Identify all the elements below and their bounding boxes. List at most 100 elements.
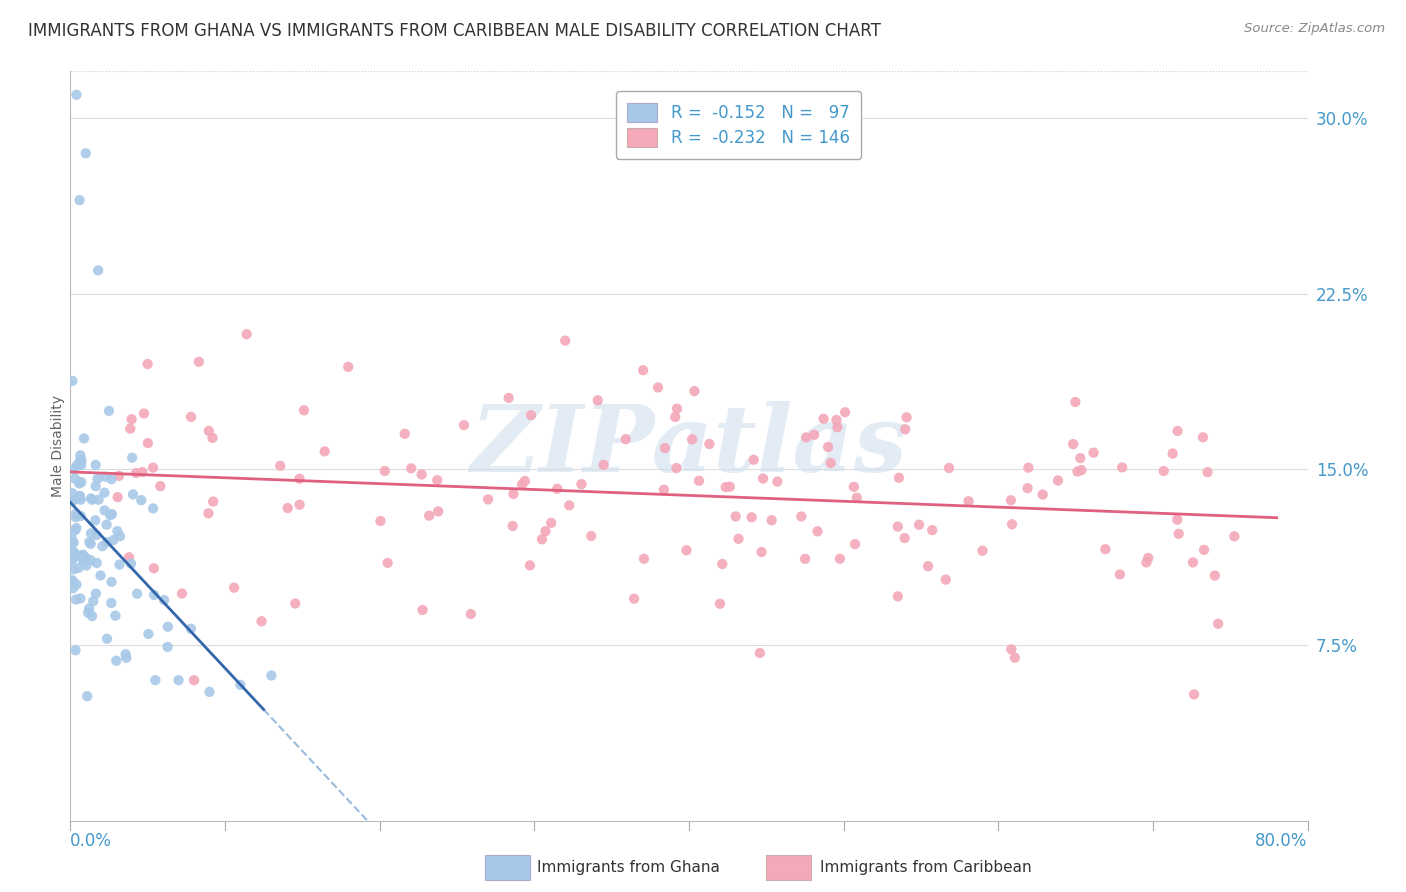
Point	[314, 444, 336, 458]
Point	[711, 557, 734, 571]
Point	[665, 461, 688, 475]
Point	[60, 573, 83, 587]
Point	[180, 622, 202, 636]
Point	[803, 427, 825, 442]
Point	[222, 581, 245, 595]
Point	[75, 558, 97, 573]
Point	[1192, 542, 1215, 557]
Point	[554, 334, 576, 348]
Point	[520, 408, 543, 422]
Point	[761, 513, 783, 527]
Point	[90, 568, 112, 582]
Point	[105, 524, 128, 538]
Point	[187, 355, 209, 369]
Text: IMMIGRANTS FROM GHANA VS IMMIGRANTS FROM CARIBBEAN MALE DISABILITY CORRELATION C: IMMIGRANTS FROM GHANA VS IMMIGRANTS FROM…	[28, 22, 882, 40]
Point	[235, 327, 257, 342]
Point	[896, 410, 918, 425]
Point	[1001, 517, 1024, 532]
Point	[1046, 474, 1069, 488]
Point	[502, 487, 524, 501]
Point	[86, 556, 108, 570]
Point	[893, 531, 915, 545]
Point	[69, 453, 91, 467]
Point	[62, 535, 84, 549]
Point	[250, 614, 273, 628]
Point	[813, 411, 835, 425]
Point	[498, 391, 520, 405]
Point	[842, 480, 865, 494]
Point	[727, 532, 749, 546]
Point	[1182, 687, 1205, 701]
Point	[96, 632, 118, 646]
Point	[586, 393, 609, 408]
Point	[806, 524, 828, 539]
Point	[534, 524, 557, 539]
Point	[1206, 616, 1229, 631]
Point	[86, 472, 108, 486]
Point	[269, 458, 291, 473]
Point	[477, 492, 499, 507]
Point	[519, 558, 541, 573]
Point	[80, 491, 103, 506]
Point	[1161, 446, 1184, 460]
Point	[1017, 481, 1039, 495]
Point	[460, 607, 482, 621]
Point	[1108, 567, 1130, 582]
Point	[170, 586, 193, 600]
Point	[794, 430, 817, 444]
Point	[623, 591, 645, 606]
Point	[167, 673, 190, 688]
Point	[156, 620, 179, 634]
Point	[69, 492, 91, 507]
Point	[394, 426, 416, 441]
Point	[1000, 493, 1022, 508]
Point	[1070, 463, 1092, 477]
Point	[125, 466, 148, 480]
Point	[96, 535, 118, 549]
Point	[60, 553, 83, 567]
Point	[748, 646, 770, 660]
Point	[132, 407, 155, 421]
Point	[145, 673, 166, 688]
Point	[709, 597, 731, 611]
Point	[142, 561, 165, 575]
Point	[229, 678, 252, 692]
Point	[98, 508, 121, 522]
Point	[114, 647, 136, 661]
Point	[820, 456, 842, 470]
Point	[714, 480, 737, 494]
Point	[277, 501, 299, 516]
Point	[377, 556, 399, 570]
Point	[546, 482, 568, 496]
Point	[921, 523, 943, 537]
Point	[675, 543, 697, 558]
Point	[1066, 465, 1088, 479]
Point	[75, 551, 97, 566]
Point	[120, 422, 142, 436]
Point	[288, 498, 311, 512]
Point	[718, 480, 741, 494]
Point	[652, 483, 675, 497]
Point	[91, 539, 114, 553]
Point	[1137, 551, 1160, 566]
Point	[69, 490, 91, 504]
Point	[1166, 513, 1188, 527]
Point	[752, 471, 775, 485]
Point	[100, 472, 122, 486]
Point	[62, 486, 84, 500]
Text: Immigrants from Caribbean: Immigrants from Caribbean	[820, 861, 1032, 875]
Legend: R =  -0.152   N =   97, R =  -0.232   N = 146: R = -0.152 N = 97, R = -0.232 N = 146	[616, 91, 862, 159]
Point	[741, 510, 763, 524]
Point	[260, 668, 283, 682]
Point	[1017, 460, 1039, 475]
Point	[63, 492, 86, 507]
Point	[65, 521, 87, 535]
Point	[794, 552, 817, 566]
Point	[666, 401, 689, 416]
Point	[917, 559, 939, 574]
Point	[664, 409, 686, 424]
Point	[72, 551, 94, 566]
Point	[202, 494, 225, 508]
Point	[724, 509, 747, 524]
Point	[1062, 437, 1084, 451]
